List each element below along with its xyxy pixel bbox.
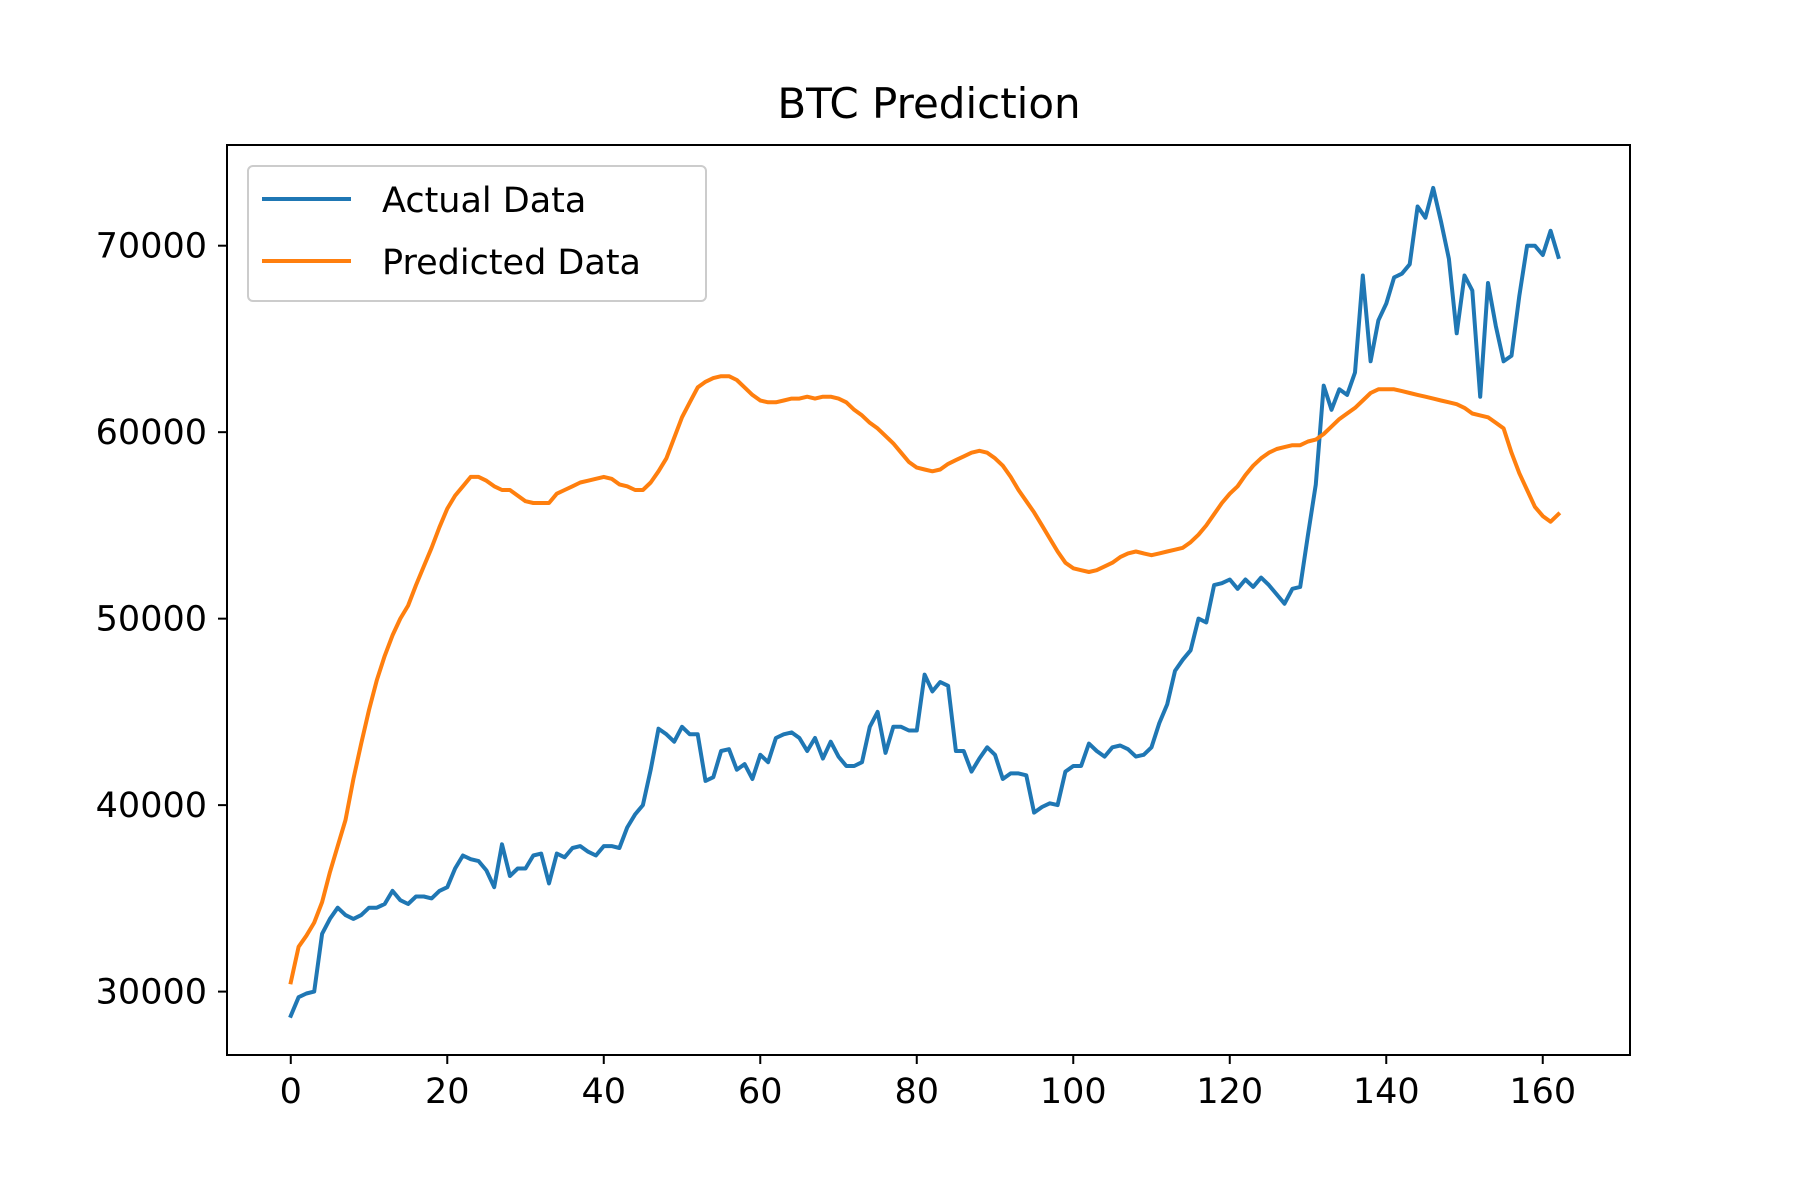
x-tick-label: 20 (425, 1072, 470, 1112)
x-tick-label: 40 (581, 1072, 626, 1112)
x-tick-label: 160 (1509, 1072, 1576, 1112)
legend: Actual Data Predicted Data (247, 165, 707, 302)
y-tick-label: 70000 (96, 227, 207, 267)
y-tick-label: 30000 (96, 973, 207, 1013)
y-tick-label: 40000 (96, 786, 207, 826)
x-tick-label: 120 (1196, 1072, 1263, 1112)
x-tick-label: 100 (1040, 1072, 1107, 1112)
y-tick-label: 50000 (96, 600, 207, 640)
series-line-predicted (288, 374, 1562, 985)
x-tick-label: 80 (894, 1072, 939, 1112)
x-tick-label: 60 (738, 1072, 783, 1112)
plot-frame (226, 144, 1631, 1056)
axes: 0 20 40 60 80 100 120 140 160 30000 40000 50000 6000… (96, 144, 1631, 1112)
plot-area (288, 185, 1562, 1019)
chart-title: BTC Prediction (777, 79, 1080, 128)
x-tick-label: 140 (1353, 1072, 1420, 1112)
series-line-actual (288, 185, 1561, 1019)
y-tick-label: 60000 (96, 413, 207, 453)
legend-label-predicted: Predicted Data (382, 243, 641, 283)
x-tick-label: 0 (280, 1072, 302, 1112)
legend-box (247, 165, 707, 302)
legend-label-actual: Actual Data (382, 181, 586, 221)
